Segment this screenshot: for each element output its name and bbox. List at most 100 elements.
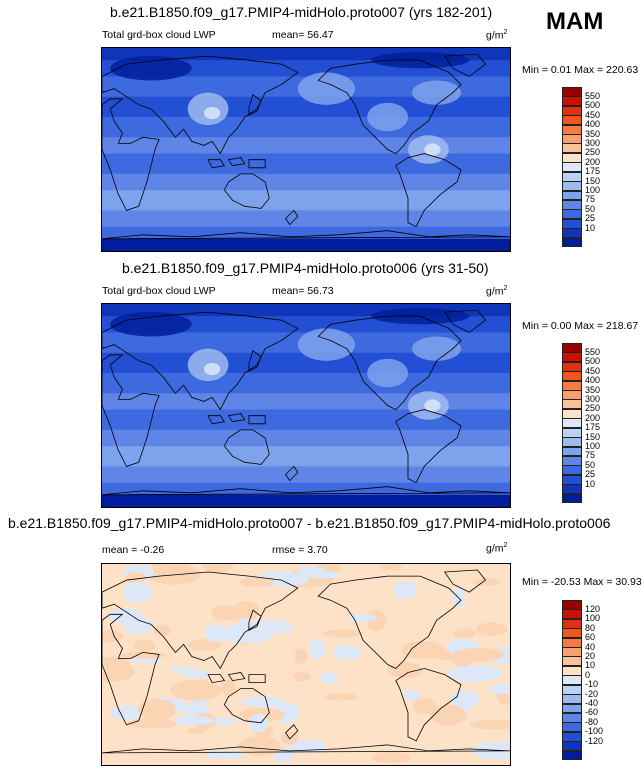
colorbar-tick-label: -20 — [585, 688, 599, 699]
colorbar-tick-label: -120 — [585, 735, 604, 746]
colorbar-tick-label: 400 — [585, 375, 601, 386]
coastline — [102, 744, 510, 754]
panel-3-rmse-label: rmse = 3.70 — [272, 544, 328, 556]
field-band — [102, 210, 510, 228]
colorbar-swatch — [562, 656, 582, 667]
field-feature — [123, 582, 152, 603]
colorbar-tick-label: 500 — [585, 356, 601, 367]
field-feature — [121, 651, 167, 659]
colorbar-swatch — [562, 134, 582, 144]
field-feature — [367, 102, 408, 132]
field-feature — [476, 622, 508, 637]
colorbar-swatch — [562, 741, 582, 752]
colorbar-tick-label: 150 — [585, 431, 601, 442]
colorbar-swatch — [562, 750, 582, 761]
field-feature — [306, 570, 339, 579]
colorbar-swatch — [562, 465, 582, 476]
colorbar-tick-label: 40 — [585, 641, 596, 652]
colorbar-swatch — [562, 115, 582, 126]
colorbar-swatch — [562, 712, 582, 723]
coastline — [102, 354, 160, 467]
colorbar-swatch — [562, 143, 582, 154]
colorbar-swatch — [562, 124, 582, 135]
coastline — [102, 311, 299, 411]
field-feature — [125, 572, 146, 584]
coastline — [395, 668, 462, 742]
colorbar-tick-label: 75 — [585, 194, 596, 205]
colorbar-swatch — [562, 96, 582, 107]
colorbar-swatch — [562, 665, 582, 676]
panel-3-units: g/m2 — [486, 542, 508, 555]
colorbar-tick-label: 400 — [585, 119, 601, 130]
field-feature — [402, 690, 421, 701]
colorbar-swatch — [562, 684, 582, 695]
panel-1-mean-label: mean= 56.47 — [272, 29, 334, 41]
coastline — [248, 350, 262, 372]
coastline — [285, 209, 299, 226]
colorbar-swatch — [562, 343, 582, 353]
colorbar-tick-label: 80 — [585, 622, 596, 633]
field-feature — [293, 671, 311, 682]
panel-2-units: g/m2 — [486, 285, 508, 298]
colorbar-tick-label: 500 — [585, 100, 601, 111]
colorbar-swatch — [562, 152, 582, 163]
field-band — [102, 137, 510, 155]
season-label: MAM — [546, 8, 604, 35]
panel-2-variable-label: Total grd-box cloud LWP — [102, 285, 216, 297]
field-feature — [110, 56, 192, 81]
field-feature — [424, 143, 441, 156]
coastline — [317, 315, 462, 411]
field-feature — [170, 679, 222, 701]
colorbar-swatch — [562, 371, 582, 382]
field-feature — [238, 736, 281, 757]
colorbar-tick-label: 200 — [585, 156, 601, 167]
colorbar-tick-label: 120 — [585, 603, 601, 614]
colorbar-swatch — [562, 181, 582, 192]
colorbar-swatch — [562, 484, 582, 495]
coastline — [248, 609, 262, 631]
colorbar-tick-label: 100 — [585, 613, 601, 624]
field-feature — [170, 666, 197, 674]
field-feature — [201, 564, 234, 573]
coastline — [227, 157, 246, 167]
coastline — [102, 55, 299, 155]
field-feature — [393, 581, 418, 600]
field-feature — [297, 328, 355, 361]
coastline — [223, 688, 270, 724]
colorbar-tick-label: 10 — [585, 660, 596, 671]
coastline — [102, 571, 299, 670]
coastline — [227, 413, 246, 423]
coastline — [317, 59, 462, 155]
coastline — [207, 415, 226, 425]
field-feature — [137, 698, 176, 721]
panel-2-minmax: Min = 0.00 Max = 218.67 — [522, 320, 639, 332]
colorbar-tick-label: 300 — [585, 137, 601, 148]
colorbar-swatch — [562, 628, 582, 639]
field-band — [102, 238, 510, 251]
field-feature — [367, 358, 408, 388]
field-feature — [451, 690, 480, 708]
colorbar-swatch — [562, 455, 582, 466]
coastline — [223, 173, 270, 209]
field-band — [102, 466, 510, 484]
panel-1-units: g/m2 — [486, 29, 508, 42]
panel-3-title: b.e21.B1850.f09_g17.PMIP4-midHolo.proto0… — [8, 515, 611, 531]
coastline — [317, 575, 462, 669]
field-feature — [221, 679, 236, 696]
colorbar-swatch — [562, 162, 582, 173]
field-feature — [239, 577, 275, 588]
colorbar-swatch — [562, 218, 582, 229]
field-feature — [133, 639, 156, 652]
colorbar-tick-label: 200 — [585, 412, 601, 423]
coastline — [223, 429, 270, 465]
colorbar-tick-label: 450 — [585, 365, 601, 376]
map-field — [102, 564, 510, 765]
colorbar-swatch — [562, 408, 582, 419]
field-band — [102, 117, 510, 138]
colorbar-tick-label: 300 — [585, 393, 601, 404]
colorbar-tick-label: -100 — [585, 726, 604, 737]
field-feature — [452, 628, 476, 639]
panel-1-variable-label: Total grd-box cloud LWP — [102, 29, 216, 41]
field-feature — [204, 362, 221, 376]
field-feature — [412, 698, 437, 714]
